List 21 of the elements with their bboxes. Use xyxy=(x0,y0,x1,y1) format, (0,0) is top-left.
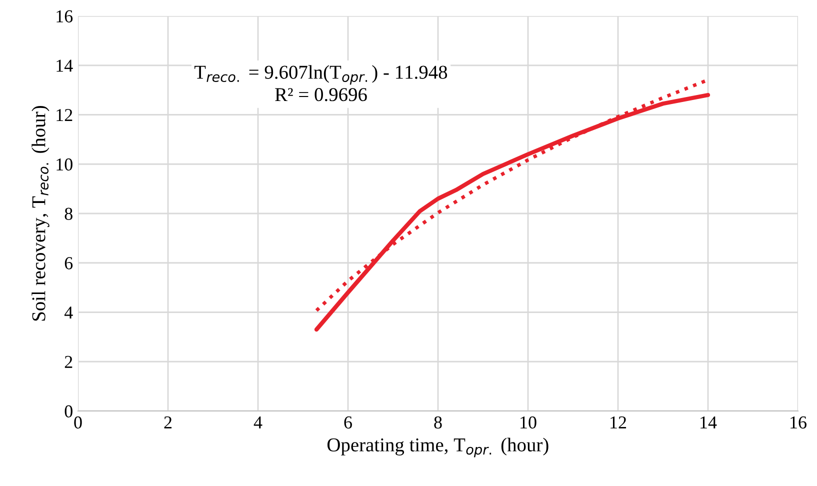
x-tick-label: 2 xyxy=(164,416,172,428)
y-tick-label: 14 xyxy=(56,60,73,72)
y-tick-label: 2 xyxy=(64,356,72,368)
x-tick-label: 12 xyxy=(610,416,626,428)
x-tick-label: 6 xyxy=(344,416,352,429)
x-axis-title: Operating time, T$_{opr.}$ (hour) xyxy=(327,438,548,458)
y-tick-label: 4 xyxy=(64,306,73,319)
x-tick-label: 10 xyxy=(520,416,536,429)
x-tick-label: 0 xyxy=(74,416,82,429)
y-axis-title: Soil recovery, T$_{reco.}$ (hour) xyxy=(32,106,50,321)
y-tick-label: 10 xyxy=(56,158,72,171)
x-tick-label: 14 xyxy=(700,416,717,428)
y-tick-label: 12 xyxy=(56,109,72,122)
annotation: T$_{reco.}$ = 9.607ln(T$_{opr.}$) - 11.948 R² = 0.9696 xyxy=(194,65,448,102)
y-tick-label: 6 xyxy=(64,257,73,270)
x-tick-label: 4 xyxy=(254,416,262,428)
y-tick-label: 8 xyxy=(64,208,72,220)
y-tick-label: 16 xyxy=(56,10,73,22)
x-tick-label: 16 xyxy=(790,416,806,429)
y-tick-label: 0 xyxy=(64,405,72,418)
x-tick-label: 8 xyxy=(434,416,442,429)
